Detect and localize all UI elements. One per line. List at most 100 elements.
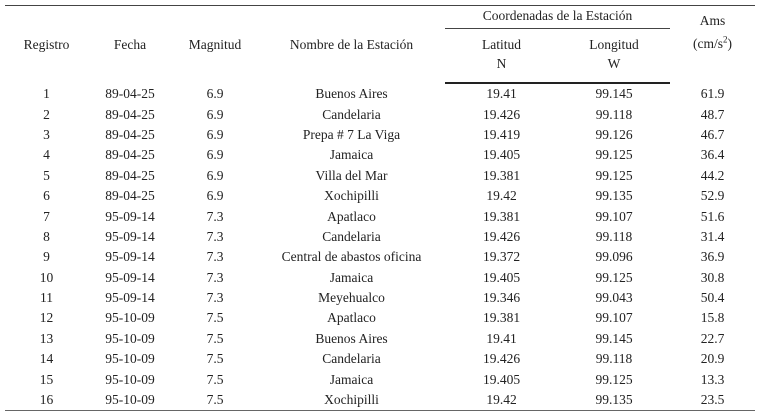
header-ams-unit: (cm/s2) bbox=[670, 35, 755, 52]
cell-fecha: 95-10-09 bbox=[88, 389, 172, 412]
table-row: 7 95-09-14 7.3 Apatlaco 19.381 99.107 51.6 bbox=[5, 206, 755, 226]
cell-longitud: 99.107 bbox=[595, 208, 633, 224]
cell-nombre: Jamaica bbox=[329, 371, 374, 387]
header-coordenadas: Coordenadas de la Estación bbox=[445, 5, 671, 30]
cell-magnitud: 7.3 bbox=[206, 208, 224, 224]
cell-ams: 30.8 bbox=[700, 269, 725, 285]
ams-unit-base: (cm/s bbox=[693, 36, 724, 51]
cell-magnitud: 6.9 bbox=[206, 106, 224, 122]
cell-nombre: Buenos Aires bbox=[315, 85, 388, 101]
cell-ams: 36.9 bbox=[700, 249, 725, 265]
cell-fecha: 95-09-14 bbox=[105, 249, 155, 265]
cell-registro: 11 bbox=[40, 290, 53, 306]
header-latitud-label: Latitud bbox=[482, 37, 521, 52]
table-row: 13 95-10-09 7.5 Buenos Aires 19.41 99.145 22.7 bbox=[5, 329, 755, 349]
table-row: 9 95-09-14 7.3 Central de abastos oficina 19… bbox=[5, 247, 755, 267]
cell-magnitud: 7.5 bbox=[206, 371, 224, 387]
cell-ams: 52.9 bbox=[700, 188, 725, 204]
cell-nombre: Villa del Mar bbox=[315, 167, 388, 183]
table-row: 2 89-04-25 6.9 Candelaria 19.426 99.118 48.7 bbox=[5, 104, 755, 124]
cell-longitud: 99.096 bbox=[595, 249, 633, 265]
cell-longitud: 99.135 bbox=[558, 389, 671, 412]
header-latitud-unit: N bbox=[496, 56, 507, 71]
table-row: 12 95-10-09 7.5 Apatlaco 19.381 99.107 15.8 bbox=[5, 308, 755, 328]
cell-nombre: Xochipilli bbox=[258, 389, 445, 412]
table-row: 15 95-10-09 7.5 Jamaica 19.405 99.125 13.3 bbox=[5, 369, 755, 389]
cell-longitud: 99.043 bbox=[595, 290, 633, 306]
cell-ams: 36.4 bbox=[700, 147, 725, 163]
cell-magnitud: 7.5 bbox=[172, 389, 258, 412]
ams-unit-close: ) bbox=[727, 36, 733, 51]
header-longitud-label: Longitud bbox=[589, 37, 639, 52]
cell-magnitud: 6.9 bbox=[206, 147, 224, 163]
cell-ams: 44.2 bbox=[700, 167, 725, 183]
ams-unit-exp: 2 bbox=[723, 34, 728, 45]
cell-registro: 3 bbox=[43, 126, 50, 142]
cell-fecha: 95-09-14 bbox=[105, 290, 155, 306]
cell-nombre: Candelaria bbox=[322, 228, 381, 244]
cell-nombre: Candelaria bbox=[322, 106, 381, 122]
cell-magnitud: 7.3 bbox=[206, 269, 224, 285]
cell-magnitud: 7.3 bbox=[206, 249, 224, 265]
cell-nombre: Apatlaco bbox=[327, 208, 376, 224]
cell-fecha: 95-09-14 bbox=[105, 208, 155, 224]
cell-nombre: Central de abastos oficina bbox=[281, 249, 422, 265]
cell-latitud: 19.426 bbox=[482, 106, 521, 122]
header-registro: Registro bbox=[5, 5, 88, 83]
cell-fecha: 89-04-25 bbox=[105, 147, 155, 163]
cell-ams: 51.6 bbox=[700, 208, 725, 224]
header-longitud: Longitud W bbox=[558, 30, 671, 84]
cell-magnitud: 7.5 bbox=[206, 351, 224, 367]
cell-magnitud: 6.9 bbox=[206, 167, 224, 183]
cell-registro: 7 bbox=[43, 208, 50, 224]
cell-registro: 12 bbox=[39, 310, 54, 326]
cell-registro: 9 bbox=[43, 249, 50, 265]
table-row: 6 89-04-25 6.9 Xochipilli 19.42 99.135 52.9 bbox=[5, 186, 755, 206]
cell-nombre: Candelaria bbox=[322, 351, 381, 367]
cell-longitud: 99.125 bbox=[595, 371, 633, 387]
cell-latitud: 19.381 bbox=[482, 310, 521, 326]
cell-registro: 10 bbox=[39, 269, 54, 285]
cell-nombre: Jamaica bbox=[329, 147, 374, 163]
cell-ams: 61.9 bbox=[700, 85, 725, 101]
table-row: 5 89-04-25 6.9 Villa del Mar 19.381 99.125 44.… bbox=[5, 166, 755, 186]
cell-longitud: 99.125 bbox=[595, 167, 633, 183]
cell-fecha: 95-10-09 bbox=[105, 371, 155, 387]
cell-nombre: Buenos Aires bbox=[315, 330, 388, 346]
cell-ams: 31.4 bbox=[700, 228, 725, 244]
cell-latitud: 19.346 bbox=[482, 290, 521, 306]
cell-magnitud: 6.9 bbox=[206, 188, 224, 204]
cell-ams: 23.5 bbox=[670, 389, 756, 412]
cell-nombre: Prepa # 7 La Viga bbox=[302, 126, 401, 142]
cell-registro: 4 bbox=[43, 147, 50, 163]
cell-longitud: 99.107 bbox=[595, 310, 633, 326]
table-row: 1 89-04-25 6.9 Buenos Aires 19.41 99.145 61.9 bbox=[5, 83, 755, 104]
cell-registro: 16 bbox=[5, 389, 88, 412]
cell-latitud: 19.426 bbox=[482, 228, 521, 244]
cell-fecha: 89-04-25 bbox=[105, 106, 155, 122]
cell-longitud: 99.118 bbox=[595, 351, 633, 367]
header-ams-label: Ams bbox=[699, 13, 726, 28]
cell-nombre: Xochipilli bbox=[324, 188, 379, 204]
cell-latitud: 19.41 bbox=[486, 86, 517, 102]
cell-registro: 1 bbox=[43, 85, 50, 101]
cell-longitud: 99.118 bbox=[595, 228, 633, 244]
cell-nombre: Jamaica bbox=[329, 269, 374, 285]
cell-latitud: 19.42 bbox=[445, 389, 558, 412]
table-row: 4 89-04-25 6.9 Jamaica 19.405 99.125 36.4 bbox=[5, 145, 755, 165]
cell-longitud: 99.145 bbox=[595, 330, 633, 346]
cell-fecha: 89-04-25 bbox=[105, 188, 155, 204]
header-longitud-unit: W bbox=[607, 56, 621, 71]
header-nombre: Nombre de la Estación bbox=[258, 5, 445, 83]
header-fecha: Fecha bbox=[88, 5, 172, 83]
header-coordenadas-label: Coordenadas de la Estación bbox=[445, 7, 671, 29]
cell-fecha: 95-10-09 bbox=[105, 330, 155, 346]
cell-nombre: Meyehualco bbox=[318, 290, 385, 306]
cell-longitud: 99.125 bbox=[595, 269, 633, 285]
cell-registro: 13 bbox=[39, 330, 54, 346]
cell-latitud: 19.426 bbox=[482, 351, 521, 367]
cell-latitud: 19.405 bbox=[482, 147, 521, 163]
cell-ams: 13.3 bbox=[700, 371, 725, 387]
table-row: 10 95-09-14 7.3 Jamaica 19.405 99.125 30.8 bbox=[5, 268, 755, 288]
cell-registro: 6 bbox=[43, 188, 50, 204]
